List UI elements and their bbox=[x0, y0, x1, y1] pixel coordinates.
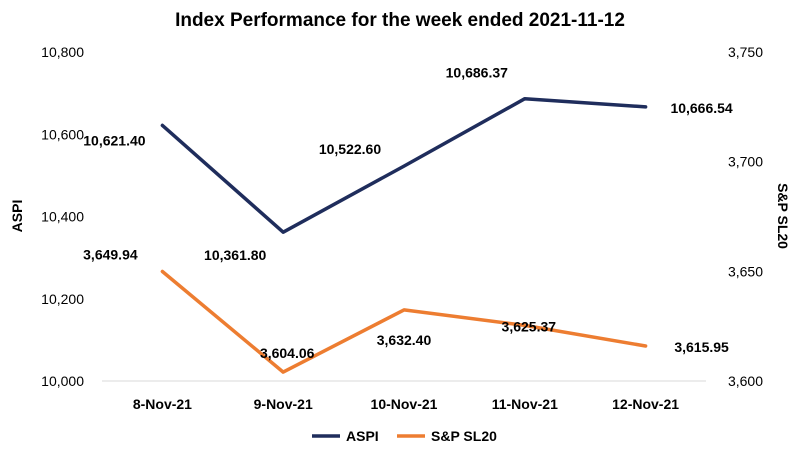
data-label-sp-sl20: 3,625.37 bbox=[502, 318, 557, 334]
legend-label-sp-sl20: S&P SL20 bbox=[431, 428, 497, 444]
y-left-axis-title: ASPI bbox=[9, 200, 25, 233]
y-left-tick-label: 10,600 bbox=[41, 126, 84, 142]
data-label-aspi: 10,522.60 bbox=[319, 141, 381, 157]
y-right-tick-label: 3,750 bbox=[728, 44, 763, 60]
data-label-sp-sl20: 3,632.40 bbox=[377, 332, 432, 348]
y-left-tick-label: 10,200 bbox=[41, 291, 84, 307]
series-line-aspi bbox=[160, 96, 648, 234]
x-axis-categories: 8-Nov-21 9-Nov-21 10-Nov-21 11-Nov-21 12-Nov… bbox=[133, 396, 679, 412]
y-right-tick-label: 3,700 bbox=[728, 154, 763, 170]
data-labels: 10,621.40 10,361.80 10,522.60 10,686.37 10,6… bbox=[83, 65, 733, 361]
data-label-aspi: 10,666.54 bbox=[670, 100, 732, 116]
series-lines bbox=[160, 96, 648, 374]
data-label-sp-sl20: 3,604.06 bbox=[260, 345, 315, 361]
chart-title: Index Performance for the week ended 202… bbox=[175, 10, 625, 31]
left-axis-ticks: 10,000 10,200 10,400 10,600 10,800 bbox=[41, 44, 84, 389]
legend: ASPI S&P SL20 bbox=[312, 428, 497, 444]
right-axis-ticks: 3,600 3,650 3,700 3,750 bbox=[728, 44, 763, 389]
x-tick-label: 9-Nov-21 bbox=[254, 396, 313, 412]
x-tick-label: 8-Nov-21 bbox=[133, 396, 192, 412]
x-tick-label: 11-Nov-21 bbox=[492, 396, 558, 412]
data-label-aspi: 10,361.80 bbox=[204, 247, 266, 263]
data-label-sp-sl20: 3,649.94 bbox=[83, 246, 138, 262]
y-left-tick-label: 10,400 bbox=[41, 209, 84, 225]
series-line-sp-sl20 bbox=[160, 269, 648, 374]
x-tick-label: 10-Nov-21 bbox=[371, 396, 438, 412]
data-label-aspi: 10,686.37 bbox=[446, 65, 508, 81]
y-right-axis-title: S&P SL20 bbox=[775, 183, 791, 249]
y-left-tick-label: 10,000 bbox=[41, 373, 84, 389]
data-label-aspi: 10,621.40 bbox=[83, 132, 145, 148]
x-tick-label: 12-Nov-21 bbox=[612, 396, 679, 412]
y-left-tick-label: 10,800 bbox=[41, 44, 84, 60]
legend-label-aspi: ASPI bbox=[346, 428, 379, 444]
data-label-sp-sl20: 3,615.95 bbox=[674, 339, 729, 355]
y-right-tick-label: 3,650 bbox=[728, 263, 763, 279]
y-right-tick-label: 3,600 bbox=[728, 373, 763, 389]
